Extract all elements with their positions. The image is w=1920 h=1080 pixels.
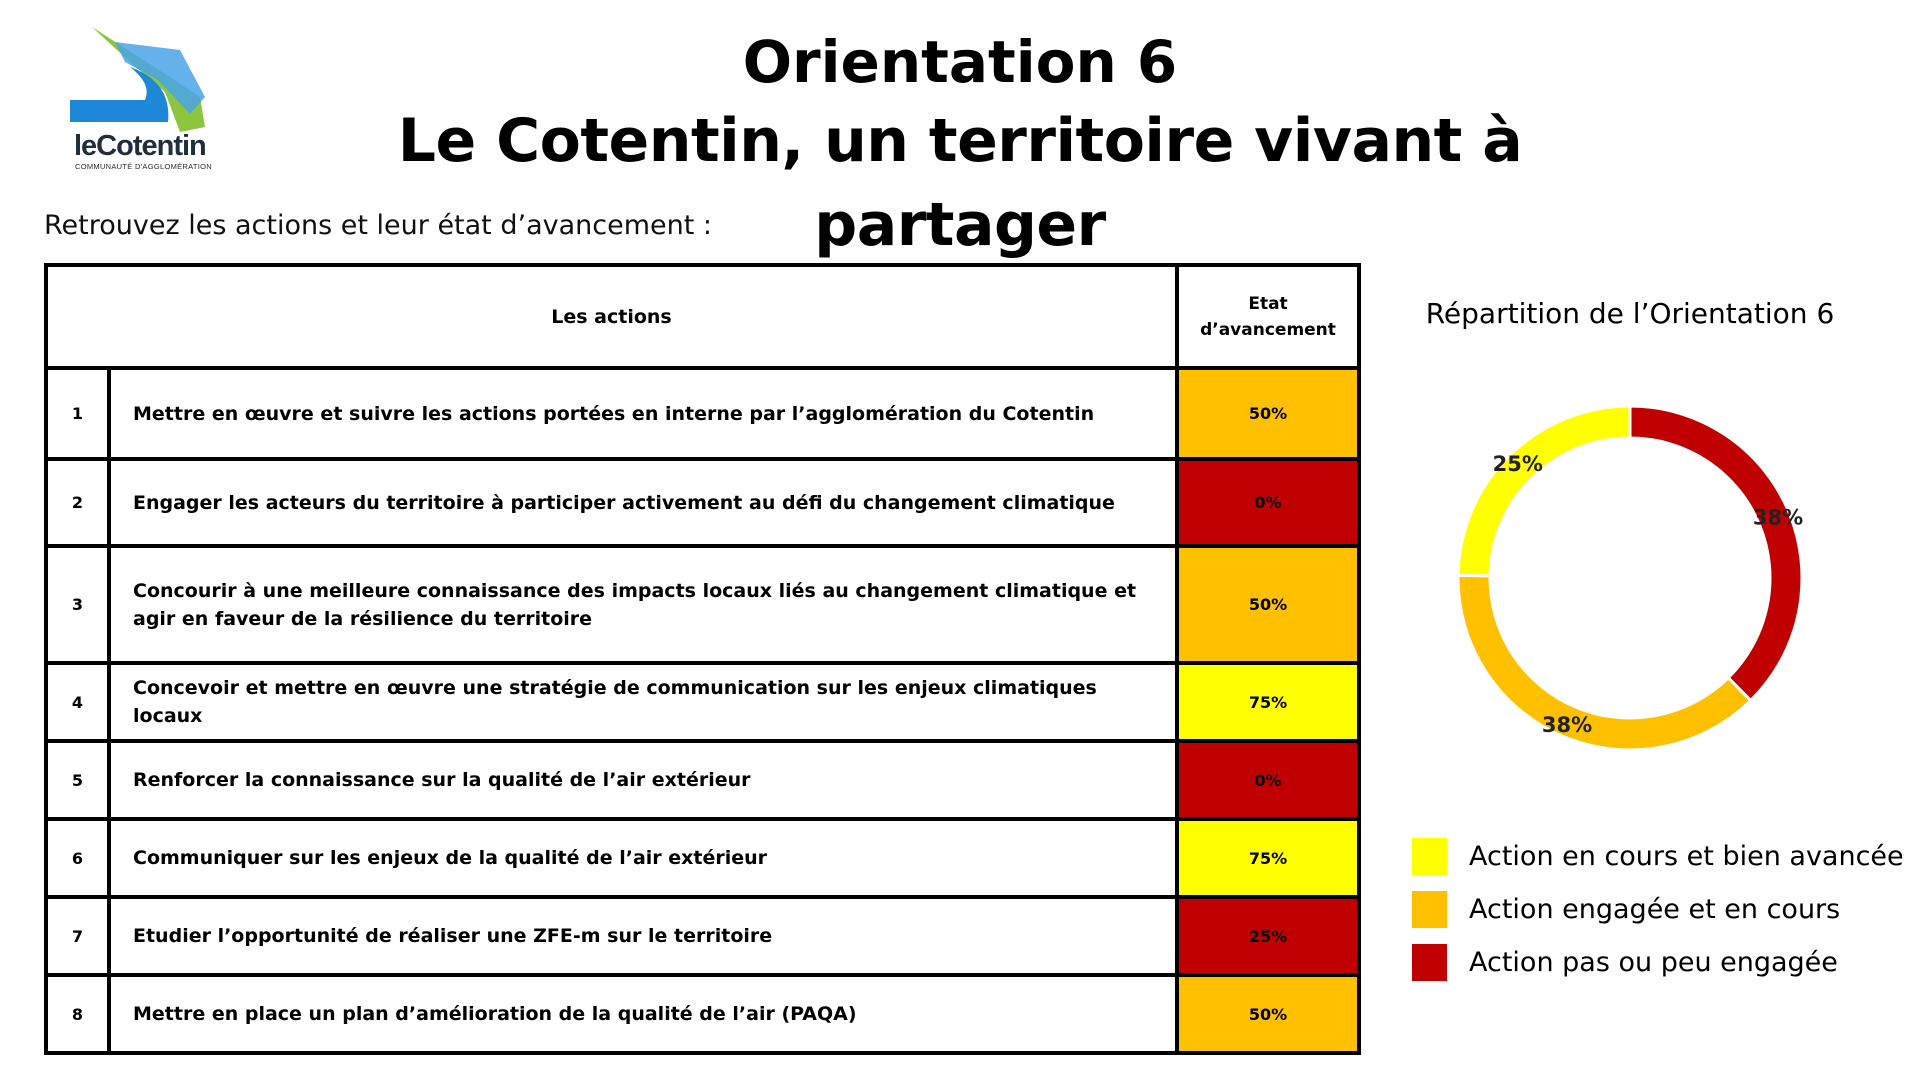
row-number: 1 xyxy=(44,366,111,461)
slice-label: 25% xyxy=(1493,452,1543,476)
donut-slice xyxy=(1628,404,1804,703)
header-etat: Etat d’avancement xyxy=(1175,263,1361,370)
legend-swatch xyxy=(1412,944,1447,981)
action-label: Etudier l’opportunité de réaliser une ZF… xyxy=(107,895,1179,977)
table-row: 8 Mettre en place un plan d’amélioration … xyxy=(44,973,1361,1055)
title-line-2: Le Cotentin, un territoire vivant à part… xyxy=(397,106,1523,260)
action-label: Concevoir et mettre en œuvre une stratég… xyxy=(107,661,1179,743)
action-label: Communiquer sur les enjeux de la qualité… xyxy=(107,817,1179,899)
table-row: 3 Concourir à une meilleure connaissance … xyxy=(44,544,1361,665)
row-number: 2 xyxy=(44,457,111,548)
le-cotentin-logo xyxy=(70,27,205,132)
action-label: Mettre en œuvre et suivre les actions po… xyxy=(107,366,1179,461)
row-number: 3 xyxy=(44,544,111,665)
header-actions: Les actions xyxy=(44,263,1179,370)
intro-text: Retrouvez les actions et leur état d’ava… xyxy=(44,210,712,241)
table-row: 2 Engager les acteurs du territoire à par… xyxy=(44,457,1361,548)
row-number: 7 xyxy=(44,895,111,977)
logo-green-shape xyxy=(92,27,205,132)
progress-cell: 50% xyxy=(1175,366,1361,461)
row-number: 6 xyxy=(44,817,111,899)
progress-cell: 75% xyxy=(1175,817,1361,899)
action-label: Renforcer la connaissance sur la qualité… xyxy=(107,739,1179,821)
logo-subtitle: COMMUNAUTÉ D'AGGLOMÉRATION xyxy=(75,162,213,171)
action-label: Engager les acteurs du territoire à part… xyxy=(107,457,1179,548)
table-row: 5 Renforcer la connaissance sur la qualit… xyxy=(44,739,1361,821)
donut-slice xyxy=(1456,404,1632,578)
legend-item: Action en cours et bien avancée xyxy=(1412,830,1904,883)
legend-label: Action pas ou peu engagée xyxy=(1469,947,1838,978)
legend-item: Action pas ou peu engagée xyxy=(1412,936,1904,989)
slice-label: 38% xyxy=(1542,713,1592,737)
header-etat-line-1: Etat xyxy=(1248,293,1288,314)
legend-label: Action en cours et bien avancée xyxy=(1469,841,1904,872)
donut-chart: 38% 38% 25% xyxy=(1456,404,1804,752)
logo-light-blue-shape xyxy=(115,42,205,114)
chart-legend: Action en cours et bien avancée Action en… xyxy=(1412,830,1904,989)
row-number: 5 xyxy=(44,739,111,821)
table-row: 4 Concevoir et mettre en œuvre une straté… xyxy=(44,661,1361,743)
donut-slice xyxy=(1456,573,1753,752)
progress-cell: 75% xyxy=(1175,661,1361,743)
title-line-1: Orientation 6 xyxy=(742,28,1178,96)
legend-swatch xyxy=(1412,891,1447,928)
row-number: 4 xyxy=(44,661,111,743)
legend-label: Action engagée et en cours xyxy=(1469,894,1841,925)
actions-table: Les actions Etat d’avancement 1 Mettre en… xyxy=(44,263,1361,1055)
logo-name: leCotentin xyxy=(74,130,207,162)
header-etat-line-2: d’avancement xyxy=(1200,319,1336,340)
table-header-row: Les actions Etat d’avancement xyxy=(44,263,1361,370)
progress-cell: 0% xyxy=(1175,457,1361,548)
logo-blue-shape xyxy=(70,67,169,122)
action-label: Mettre en place un plan d’amélioration d… xyxy=(107,973,1179,1055)
action-label: Concourir à une meilleure connaissance d… xyxy=(107,544,1179,665)
progress-cell: 0% xyxy=(1175,739,1361,821)
row-number: 8 xyxy=(44,973,111,1055)
progress-cell: 50% xyxy=(1175,544,1361,665)
legend-swatch xyxy=(1412,838,1447,875)
progress-cell: 25% xyxy=(1175,895,1361,977)
table-row: 1 Mettre en œuvre et suivre les actions p… xyxy=(44,366,1361,461)
chart-title: Répartition de l’Orientation 6 xyxy=(1425,297,1835,330)
page-title: Orientation 6 Le Cotentin, un territoire… xyxy=(290,25,1630,267)
legend-item: Action engagée et en cours xyxy=(1412,883,1904,936)
slice-label: 38% xyxy=(1753,505,1803,529)
progress-cell: 50% xyxy=(1175,973,1361,1055)
table-row: 7 Etudier l’opportunité de réaliser une Z… xyxy=(44,895,1361,977)
table-row: 6 Communiquer sur les enjeux de la qualit… xyxy=(44,817,1361,899)
